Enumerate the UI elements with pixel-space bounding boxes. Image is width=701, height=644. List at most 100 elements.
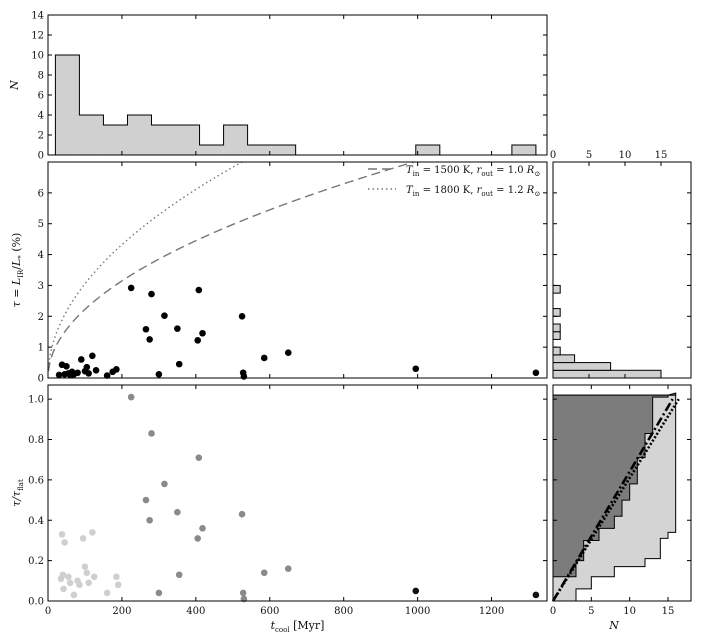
bottom-scatter-panel: 0.0 0.2 0.4 0.6 0.8 1.0 0 200 400 600 800 1000 1200 t… (10, 384, 548, 634)
hist-bar (247, 145, 272, 155)
data-point-light (85, 579, 92, 587)
x-tick-label: 400 (186, 606, 205, 617)
legend-r: r (477, 185, 483, 196)
legend-T-value: = 1800 K, (419, 185, 476, 196)
data-point-light (65, 573, 72, 581)
x-tick-label: 600 (260, 606, 279, 617)
y-tick-label: 14 (31, 11, 44, 22)
data-point (240, 373, 248, 380)
y-tick-label: 6 (38, 91, 44, 102)
data-point-light (79, 535, 87, 542)
hist-bar (271, 145, 296, 155)
data-point (77, 356, 85, 363)
x-tick-label: 0 (550, 606, 556, 617)
y-tick-label: 0 (38, 151, 44, 162)
label-part: L (10, 278, 23, 286)
data-point (127, 284, 135, 292)
data-point-mid (161, 480, 168, 488)
y-tick-label: 1.0 (28, 395, 44, 406)
y-tick-label: 0.6 (28, 475, 44, 486)
data-point-mid (127, 393, 135, 401)
data-point (238, 312, 246, 320)
y-tick-label: 0.4 (28, 516, 44, 527)
data-point (63, 362, 70, 370)
label-part: τ/τ (10, 490, 23, 507)
data-point (85, 370, 92, 377)
legend-r: r (477, 165, 483, 176)
model-curve (48, 162, 417, 372)
y-tick-label: 1 (38, 343, 44, 354)
y-tick-label: 3 (38, 281, 44, 292)
data-point (195, 286, 203, 294)
legend-T-sub: in (413, 190, 420, 198)
hist-bar (552, 362, 612, 371)
y-tick-label: 6 (38, 188, 44, 199)
data-point-mid (195, 454, 203, 461)
data-point-mid (142, 496, 150, 504)
data-point (199, 329, 206, 337)
label-part: τ = (10, 285, 23, 307)
data-point-light (76, 581, 83, 589)
data-point-mid (148, 430, 155, 437)
data-point (142, 325, 150, 333)
legend-r-value: = 1.0 (493, 165, 527, 176)
y-tick-label: 12 (31, 31, 44, 42)
data-point-light (66, 579, 74, 587)
hist-bar (199, 145, 224, 155)
hist-bar (415, 145, 440, 155)
data-point-light (90, 573, 98, 581)
hist-bar (552, 331, 561, 340)
x-tick-label: 10 (623, 606, 636, 617)
right-hist-frame (552, 161, 692, 379)
data-point (260, 354, 268, 362)
hist-bar (55, 55, 80, 155)
model-curve (48, 162, 244, 369)
data-point-light (81, 563, 89, 570)
data-point-light (58, 531, 66, 538)
label-sub: IR (17, 269, 25, 278)
y-tick-label: 0 (38, 374, 44, 385)
label-part: (%) (10, 233, 23, 256)
x-tick-label: 0 (45, 606, 51, 617)
label-part: / (10, 266, 23, 270)
diagonal-line (551, 398, 674, 602)
legend-R: R (526, 165, 535, 176)
bottom-panel-frame (47, 384, 548, 602)
top-histogram-panel: 0 2 4 6 8 10 12 14 N (8, 11, 548, 162)
hist-bar (511, 145, 536, 155)
hist-bar (552, 346, 561, 356)
data-point-light (114, 581, 122, 589)
data-point (412, 365, 420, 373)
legend-T: T (406, 165, 414, 176)
label-part: t (271, 619, 276, 632)
hist-bar (151, 125, 176, 155)
legend-r-sub: out (481, 190, 493, 198)
data-point (161, 312, 168, 319)
label-sub: * (17, 255, 25, 259)
data-point-mid (238, 510, 246, 518)
hist-bar (103, 125, 128, 155)
data-point (146, 336, 153, 343)
data-point (83, 363, 91, 371)
data-point (194, 337, 201, 344)
data-point-light (113, 573, 120, 581)
label-sub: cool (275, 626, 290, 634)
data-point-mid (146, 516, 153, 524)
x-tick-label: 200 (112, 606, 131, 617)
legend-R-sub: ⊙ (534, 190, 540, 198)
x-axis-label: N (608, 619, 619, 632)
data-point (174, 325, 181, 332)
data-point-mid (155, 589, 163, 597)
right-histogram-panel: 0 5 10 15 (550, 150, 692, 379)
hist-bar (552, 369, 662, 379)
y-tick-label: 5 (38, 219, 44, 230)
data-point-light (103, 589, 111, 597)
hist-bar (223, 125, 248, 155)
data-point (89, 352, 96, 360)
data-point-light (60, 585, 67, 593)
data-point-light (59, 571, 67, 579)
data-point-mid (239, 589, 247, 597)
y-tick-label: 2 (38, 312, 44, 323)
data-point-mid (260, 569, 268, 577)
